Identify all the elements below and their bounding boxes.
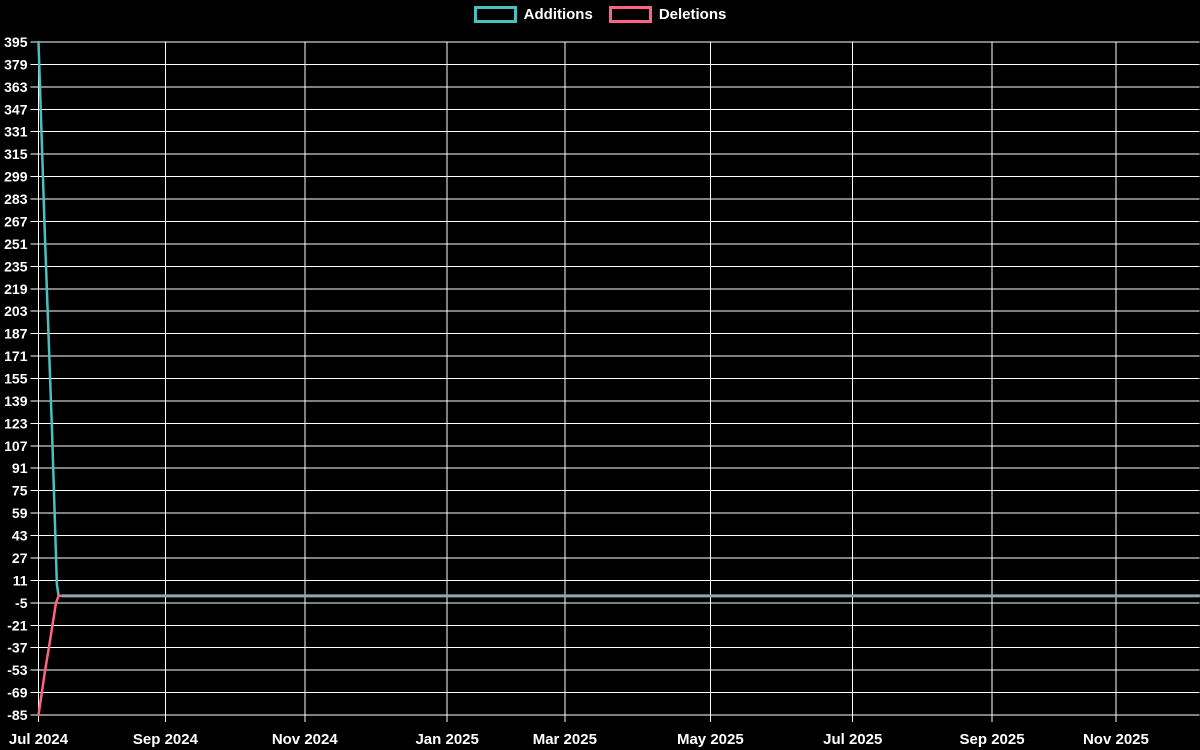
svg-text:-21: -21 bbox=[7, 617, 27, 633]
svg-text:171: 171 bbox=[4, 348, 28, 364]
svg-text:Jul 2025: Jul 2025 bbox=[823, 731, 882, 748]
svg-text:363: 363 bbox=[4, 79, 28, 95]
svg-text:-5: -5 bbox=[15, 595, 28, 611]
svg-text:251: 251 bbox=[4, 236, 28, 252]
svg-text:91: 91 bbox=[12, 460, 28, 476]
svg-text:107: 107 bbox=[4, 438, 28, 454]
svg-text:379: 379 bbox=[4, 56, 28, 72]
svg-text:-85: -85 bbox=[7, 707, 27, 723]
svg-text:Nov 2025: Nov 2025 bbox=[1083, 731, 1149, 748]
svg-text:155: 155 bbox=[4, 371, 28, 387]
legend-label-deletions: Deletions bbox=[658, 6, 727, 23]
svg-text:Sep 2024: Sep 2024 bbox=[133, 731, 199, 748]
svg-text:219: 219 bbox=[4, 281, 28, 297]
svg-text:139: 139 bbox=[4, 393, 28, 409]
svg-text:27: 27 bbox=[12, 550, 28, 566]
svg-text:267: 267 bbox=[4, 213, 28, 229]
svg-text:Nov 2024: Nov 2024 bbox=[272, 731, 339, 748]
additions-swatch-icon bbox=[473, 6, 517, 23]
svg-text:43: 43 bbox=[12, 528, 28, 544]
svg-text:315: 315 bbox=[4, 146, 28, 162]
legend-label-additions: Additions bbox=[523, 6, 593, 23]
svg-text:-37: -37 bbox=[7, 640, 27, 656]
svg-text:May 2025: May 2025 bbox=[677, 731, 744, 748]
chart-legend: Additions Deletions bbox=[0, 6, 1200, 23]
svg-text:Mar 2025: Mar 2025 bbox=[533, 731, 597, 748]
svg-text:59: 59 bbox=[12, 505, 28, 521]
svg-text:347: 347 bbox=[4, 101, 28, 117]
svg-text:203: 203 bbox=[4, 303, 28, 319]
svg-text:-69: -69 bbox=[7, 685, 27, 701]
svg-text:Jan 2025: Jan 2025 bbox=[415, 731, 478, 748]
svg-text:Jul 2024: Jul 2024 bbox=[9, 731, 69, 748]
svg-text:187: 187 bbox=[4, 326, 28, 342]
svg-text:331: 331 bbox=[4, 124, 28, 140]
svg-text:11: 11 bbox=[13, 572, 28, 588]
legend-item-additions[interactable]: Additions bbox=[473, 6, 593, 23]
svg-text:235: 235 bbox=[4, 258, 28, 274]
svg-text:299: 299 bbox=[4, 169, 28, 185]
svg-text:Sep 2025: Sep 2025 bbox=[960, 731, 1025, 748]
svg-text:75: 75 bbox=[12, 483, 28, 499]
svg-text:-53: -53 bbox=[7, 662, 27, 678]
legend-item-deletions[interactable]: Deletions bbox=[608, 6, 727, 23]
svg-text:283: 283 bbox=[4, 191, 28, 207]
svg-text:123: 123 bbox=[4, 415, 28, 431]
svg-text:395: 395 bbox=[4, 34, 28, 50]
deletions-swatch-icon bbox=[608, 6, 652, 23]
